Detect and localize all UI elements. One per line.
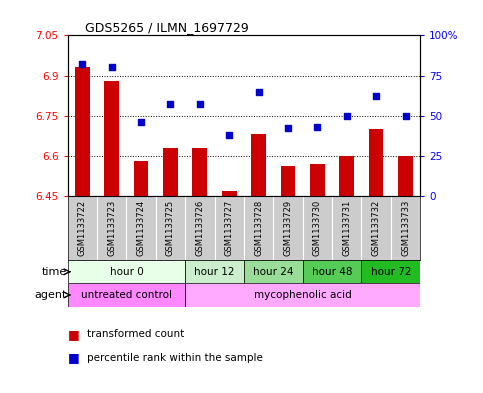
Bar: [134, 161, 148, 196]
Point: [284, 125, 292, 132]
Bar: [369, 129, 384, 196]
Point: [402, 112, 410, 119]
Point: [196, 101, 204, 108]
Text: hour 0: hour 0: [110, 267, 143, 277]
Text: percentile rank within the sample: percentile rank within the sample: [87, 353, 263, 363]
Bar: [163, 148, 178, 196]
Bar: [340, 156, 354, 196]
Text: GSM1133729: GSM1133729: [284, 200, 293, 256]
Text: GSM1133728: GSM1133728: [254, 200, 263, 256]
Point: [255, 88, 262, 95]
Text: hour 72: hour 72: [370, 267, 411, 277]
Text: GSM1133731: GSM1133731: [342, 200, 351, 256]
Point: [343, 112, 351, 119]
Point: [313, 124, 321, 130]
Text: GSM1133730: GSM1133730: [313, 200, 322, 256]
Text: agent: agent: [35, 290, 67, 300]
Point: [78, 61, 86, 68]
Bar: [251, 134, 266, 196]
Bar: [244, 260, 303, 283]
Point: [167, 101, 174, 108]
Point: [137, 119, 145, 125]
Point: [372, 93, 380, 99]
Text: GSM1133732: GSM1133732: [371, 200, 381, 256]
Text: GSM1133725: GSM1133725: [166, 200, 175, 256]
Text: GSM1133724: GSM1133724: [137, 200, 145, 256]
Text: time: time: [42, 267, 67, 277]
Text: GSM1133727: GSM1133727: [225, 200, 234, 256]
Text: ■: ■: [68, 351, 79, 364]
Bar: [222, 191, 237, 196]
Bar: [185, 283, 420, 307]
Text: untreated control: untreated control: [81, 290, 172, 300]
Bar: [104, 81, 119, 196]
Text: mycophenolic acid: mycophenolic acid: [254, 290, 352, 300]
Text: hour 48: hour 48: [312, 267, 352, 277]
Text: GSM1133722: GSM1133722: [78, 200, 87, 256]
Bar: [193, 148, 207, 196]
Text: GSM1133723: GSM1133723: [107, 200, 116, 256]
Bar: [310, 164, 325, 196]
Point: [226, 132, 233, 138]
Text: GSM1133733: GSM1133733: [401, 200, 410, 256]
Bar: [361, 260, 420, 283]
Point: [108, 64, 115, 71]
Bar: [75, 68, 90, 196]
Text: GSM1133726: GSM1133726: [195, 200, 204, 256]
Text: GDS5265 / ILMN_1697729: GDS5265 / ILMN_1697729: [85, 21, 249, 34]
Text: hour 12: hour 12: [194, 267, 235, 277]
Bar: [398, 156, 413, 196]
Bar: [68, 260, 185, 283]
Text: ■: ■: [68, 327, 79, 341]
Bar: [185, 260, 244, 283]
Bar: [281, 167, 295, 196]
Bar: [303, 260, 361, 283]
Text: transformed count: transformed count: [87, 329, 184, 339]
Bar: [68, 283, 185, 307]
Text: hour 24: hour 24: [253, 267, 294, 277]
